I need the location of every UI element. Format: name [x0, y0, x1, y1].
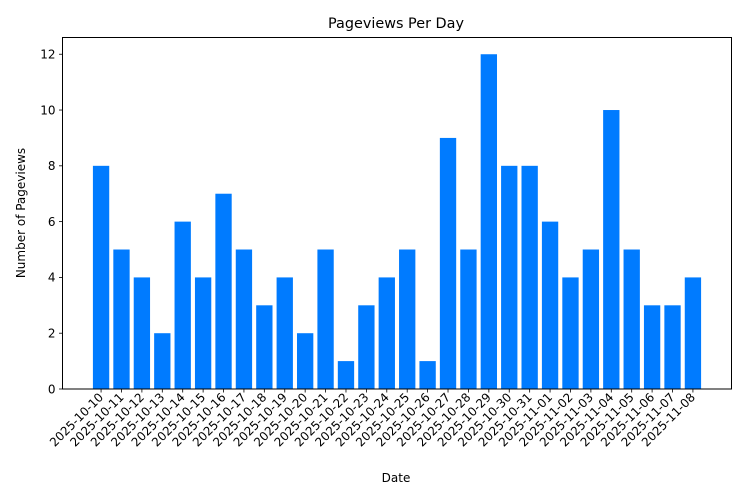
bar-2025-10-16 — [215, 193, 232, 389]
bar-2025-11-04 — [603, 110, 620, 390]
bar-2025-10-27 — [439, 137, 457, 389]
bar-2025-11-06 — [643, 305, 661, 389]
y-tick-label: 2 — [48, 327, 56, 341]
bar-2025-11-07 — [664, 305, 681, 389]
chart-title: Pageviews Per Day — [328, 16, 464, 32]
bar-2025-10-24 — [378, 277, 395, 389]
x-axis-label: Date — [382, 471, 411, 485]
bar-2025-10-23 — [358, 305, 375, 389]
bar-2025-10-30 — [501, 165, 518, 389]
bar-2025-10-18 — [256, 305, 273, 389]
bar-2025-10-12 — [133, 277, 151, 389]
bar-2025-11-01 — [541, 221, 559, 389]
y-axis-label: Number of Pageviews — [14, 148, 28, 278]
bar-2025-11-08 — [684, 277, 702, 389]
bar-2025-10-25 — [399, 249, 416, 389]
y-tick-label: 4 — [48, 271, 56, 285]
bar-2025-10-31 — [521, 165, 538, 389]
y-tick-label: 12 — [40, 48, 55, 62]
bar-2025-11-05 — [623, 249, 640, 389]
bar-2025-10-14 — [174, 221, 191, 389]
y-axis: 0 2 4 6 8 10 12 — [40, 48, 63, 396]
y-tick-label: 0 — [48, 382, 56, 396]
bar-2025-10-13 — [154, 333, 171, 389]
bar-2025-10-29 — [480, 54, 498, 389]
plot-frame — [62, 37, 732, 390]
bar-2025-10-11 — [113, 249, 130, 389]
bar-2025-10-17 — [235, 249, 253, 389]
x-axis: 2025-10-102025-10-112025-10-122025-10-13… — [47, 389, 698, 449]
bar-2025-10-28 — [460, 249, 477, 389]
bar-2025-10-19 — [276, 277, 293, 389]
bar-2025-10-22 — [337, 361, 355, 389]
bars-group — [92, 54, 702, 390]
bar-2025-10-15 — [194, 277, 212, 389]
bar-2025-11-03 — [582, 249, 600, 389]
y-tick-label: 10 — [40, 103, 55, 117]
bar-2025-10-20 — [296, 333, 314, 389]
bar-2025-10-21 — [317, 249, 334, 389]
y-tick-label: 6 — [48, 215, 56, 229]
bar-2025-11-02 — [562, 277, 579, 389]
y-tick-label: 8 — [48, 159, 56, 173]
bar-2025-10-26 — [419, 361, 436, 389]
bar-2025-10-10 — [92, 165, 110, 389]
